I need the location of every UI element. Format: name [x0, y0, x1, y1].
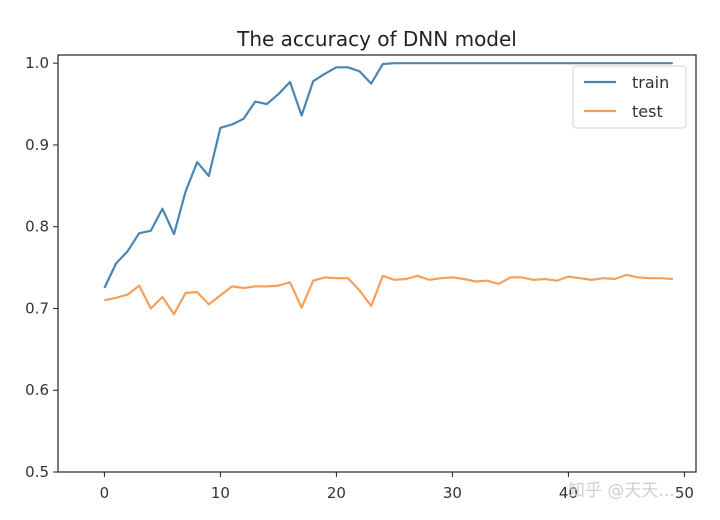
legend: train test [572, 65, 687, 129]
y-tick-label: 0.8 [25, 218, 49, 236]
x-tick-label: 40 [559, 484, 578, 502]
x-axis: 0 10 20 30 40 50 [100, 472, 694, 502]
x-tick-label: 0 [100, 484, 110, 502]
y-tick-label: 0.5 [25, 463, 49, 481]
series-line-test [104, 273, 673, 316]
x-tick-label: 20 [327, 484, 346, 502]
y-tick-label: 0.7 [25, 299, 49, 317]
chart-title: The accuracy of DNN model [236, 27, 517, 51]
legend-label-train: train [632, 73, 669, 92]
series-line-train [103, 62, 673, 289]
watermark-text: 知乎 @天天... [568, 481, 675, 501]
y-axis: 0.5 0.6 0.7 0.8 0.9 1.0 [25, 54, 58, 481]
x-tick-label: 50 [675, 484, 694, 502]
x-tick-label: 10 [211, 484, 230, 502]
series-layer [103, 62, 673, 316]
y-tick-label: 0.6 [25, 381, 49, 399]
x-tick-label: 30 [443, 484, 462, 502]
y-tick-label: 0.9 [25, 136, 49, 154]
y-tick-label: 1.0 [25, 54, 49, 72]
legend-label-test: test [632, 102, 663, 121]
